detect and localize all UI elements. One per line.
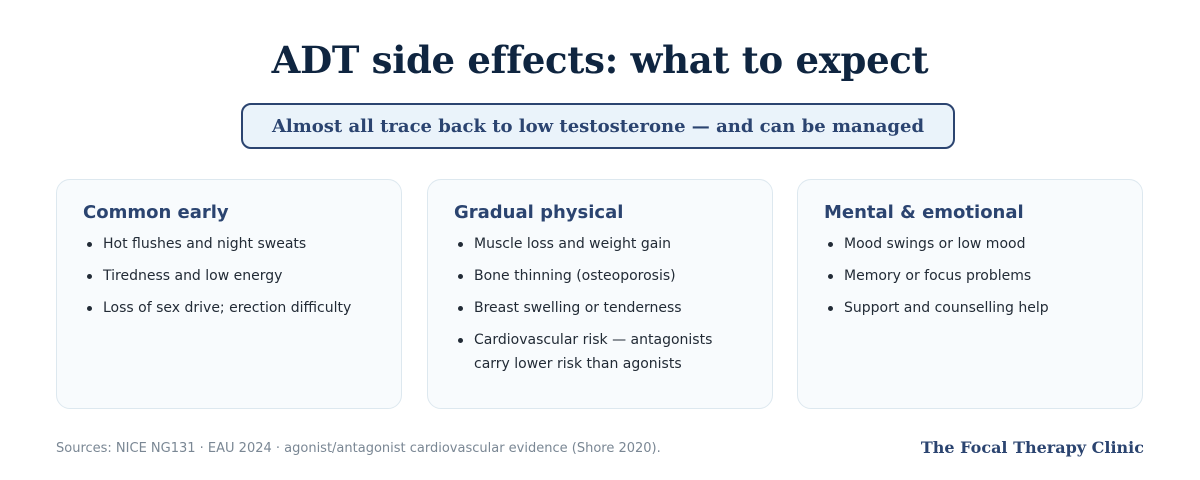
list-item: Mood swings or low mood <box>824 232 1122 256</box>
list-item: Memory or focus problems <box>824 264 1122 288</box>
list-item-text: Support and counselling help <box>844 300 1049 316</box>
list-item-text: Bone thinning (osteoporosis) <box>474 268 676 284</box>
bullet-icon <box>458 306 463 311</box>
card-title: Mental & emotional <box>824 202 1024 223</box>
bullet-icon <box>87 306 92 311</box>
bullet-icon <box>87 274 92 279</box>
list-item-text: Breast swelling or tenderness <box>474 300 682 316</box>
list-item-text: Mood swings or low mood <box>844 236 1026 252</box>
list-item: Breast swelling or tenderness <box>454 296 752 320</box>
symptom-list: Mood swings or low mood Memory or focus … <box>824 232 1122 320</box>
card-title: Gradual physical <box>454 202 624 223</box>
list-item-text: Tiredness and low energy <box>103 268 283 284</box>
card-title: Common early <box>83 202 229 223</box>
bullet-icon <box>828 242 833 247</box>
bullet-icon <box>828 274 833 279</box>
key-message-callout: Almost all trace back to low testosteron… <box>241 103 955 149</box>
list-item: Tiredness and low energy <box>83 264 381 288</box>
clinic-brand: The Focal Therapy Clinic <box>920 438 1144 457</box>
list-item: Loss of sex drive; erection difficulty <box>83 296 381 320</box>
bullet-icon <box>458 338 463 343</box>
list-item-text: Cardiovascular risk — antagonists carry … <box>474 332 713 372</box>
list-item: Cardiovascular risk — antagonists carry … <box>454 328 752 376</box>
page-title: ADT side effects: what to expect <box>271 38 929 82</box>
list-item: Hot flushes and night sweats <box>83 232 381 256</box>
card-gradual-physical: Gradual physical Muscle loss and weight … <box>427 179 773 409</box>
bullet-icon <box>458 242 463 247</box>
list-item-text: Loss of sex drive; erection difficulty <box>103 300 352 316</box>
bullet-icon <box>828 306 833 311</box>
list-item-text: Muscle loss and weight gain <box>474 236 672 252</box>
bullet-icon <box>458 274 463 279</box>
symptom-list: Hot flushes and night sweats Tiredness a… <box>83 232 381 320</box>
symptom-list: Muscle loss and weight gain Bone thinnin… <box>454 232 752 376</box>
card-mental-emotional: Mental & emotional Mood swings or low mo… <box>797 179 1143 409</box>
list-item-text: Memory or focus problems <box>844 268 1032 284</box>
card-common-early: Common early Hot flushes and night sweat… <box>56 179 402 409</box>
list-item: Muscle loss and weight gain <box>454 232 752 256</box>
list-item-text: Hot flushes and night sweats <box>103 236 307 252</box>
list-item: Support and counselling help <box>824 296 1122 320</box>
sources-note: Sources: NICE NG131 · EAU 2024 · agonist… <box>56 441 661 456</box>
list-item: Bone thinning (osteoporosis) <box>454 264 752 288</box>
bullet-icon <box>87 242 92 247</box>
